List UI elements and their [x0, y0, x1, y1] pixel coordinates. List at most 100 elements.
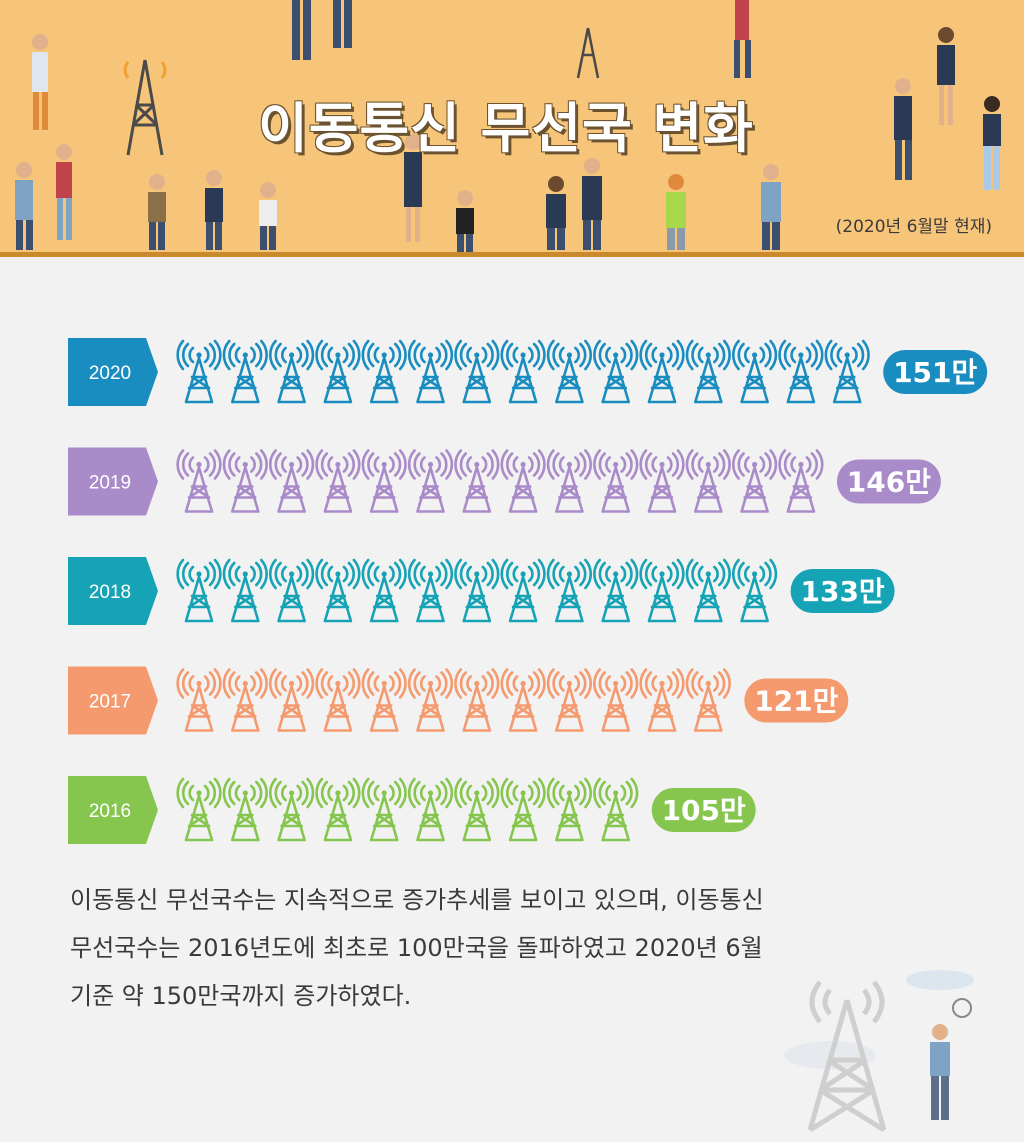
tower-icon	[500, 777, 546, 842]
year-tag	[68, 557, 158, 625]
tower-icon	[454, 668, 500, 732]
year-tag	[68, 447, 158, 516]
tower-icon	[222, 339, 268, 404]
tower-icon	[732, 339, 778, 404]
value-label: 151만	[893, 356, 977, 389]
people-illustration	[15, 0, 1001, 252]
tower-icon	[315, 668, 361, 732]
header-banner: 이동통신 무선국 변화 (2020년 6월말 현재)	[0, 0, 1024, 252]
tower-icon	[123, 59, 167, 156]
tower-icon	[685, 449, 731, 513]
description-line: 기준 약 150만국까지 증가하였다.	[70, 982, 412, 1010]
tower-icon	[222, 449, 268, 513]
chart-row-2016: 2016 105만	[68, 776, 756, 844]
header-divider	[0, 252, 1024, 257]
tower-icon	[315, 777, 361, 842]
value-label: 105만	[662, 794, 746, 827]
tower-icon	[685, 339, 731, 404]
chart-row-2019: 2019 146만	[68, 447, 941, 516]
tower-icon	[407, 339, 454, 404]
tower-icon	[407, 449, 454, 513]
tower-icon	[778, 449, 824, 513]
tower-icon	[176, 558, 222, 623]
tower-icon	[361, 339, 407, 404]
year-tag	[68, 666, 158, 735]
value-label: 146만	[847, 466, 931, 499]
description-line: 이동통신 무선국수는 지속적으로 증가추세를 보이고 있으며, 이동통신	[70, 886, 764, 914]
tower-icon	[593, 339, 639, 404]
tower-icon	[593, 449, 639, 513]
value-label: 133만	[800, 575, 884, 608]
value-pill	[744, 678, 849, 723]
tower-person-illustration	[784, 970, 974, 1133]
tower-icon	[269, 777, 315, 842]
tower-icon	[269, 449, 315, 513]
value-label: 121만	[754, 685, 838, 718]
tower-icon	[593, 668, 639, 732]
year-label: 2016	[89, 801, 131, 822]
tower-icon	[500, 558, 546, 623]
tower-icon	[269, 558, 315, 623]
tower-icon	[807, 980, 887, 1133]
tower-icon	[454, 339, 500, 404]
chart-row-2018: 2018 133만	[68, 557, 895, 625]
description-line: 무선국수는 2016년도에 최초로 100만국을 돌파하였고 2020년 6월	[70, 934, 763, 962]
person-figure	[930, 998, 972, 1120]
tower-icon	[176, 777, 222, 842]
tower-icon	[639, 339, 685, 404]
tower-icon	[639, 449, 685, 513]
date-note: (2020년 6월말 현재)	[835, 217, 992, 237]
year-label: 2020	[89, 363, 131, 384]
year-label: 2017	[89, 692, 131, 713]
value-pill	[651, 788, 756, 832]
description-text: 이동통신 무선국수는 지속적으로 증가추세를 보이고 있으며, 이동통신 무선국…	[70, 876, 970, 1020]
person-figure	[15, 0, 1001, 252]
tower-icon	[546, 668, 592, 732]
tower-icon	[176, 449, 222, 513]
tower-icon	[639, 558, 685, 623]
tower-icon	[269, 668, 315, 732]
tower-icon	[222, 777, 268, 842]
tower-icon	[732, 449, 778, 513]
tower-icon	[778, 339, 824, 404]
chart-row-2017: 2017 121만	[68, 666, 849, 735]
tower-icon	[315, 339, 361, 404]
tower-icon	[546, 777, 592, 842]
tower-icon	[576, 27, 600, 79]
station-pictogram-chart: 2020 151만 2019 146만 2018 133만 2017 121만 2016 105만	[68, 338, 988, 844]
tower-icon	[454, 777, 500, 842]
tower-icon	[685, 558, 731, 623]
tower-icon	[361, 449, 407, 513]
tower-icon	[454, 449, 500, 513]
tower-icon	[685, 668, 731, 732]
tower-icon	[407, 668, 454, 732]
tower-icon	[269, 339, 315, 404]
page-title: 이동통신 무선국 변화	[258, 97, 754, 160]
value-pill	[790, 569, 895, 613]
tower-icon	[500, 668, 546, 732]
tower-icon	[361, 777, 407, 842]
value-pill	[836, 459, 941, 504]
year-tag	[68, 776, 158, 844]
year-label: 2018	[89, 582, 131, 603]
tower-icon	[222, 558, 268, 623]
tower-icon	[454, 558, 500, 623]
tower-icon	[732, 558, 778, 623]
value-pill	[883, 350, 988, 394]
tower-icon	[546, 339, 592, 404]
year-tag	[68, 338, 158, 406]
tower-icon	[546, 449, 592, 513]
tower-icon	[593, 777, 639, 842]
tower-icon	[500, 449, 546, 513]
chart-row-2020: 2020 151만	[68, 338, 988, 406]
tower-icon	[222, 668, 268, 732]
tower-icon	[176, 339, 222, 404]
tower-icon	[315, 449, 361, 513]
year-label: 2019	[89, 473, 131, 494]
tower-icon	[407, 558, 454, 623]
tower-icon	[361, 558, 407, 623]
tower-icon	[315, 558, 361, 623]
tower-icon	[639, 668, 685, 732]
tower-icon	[824, 339, 870, 404]
tower-icon	[546, 558, 592, 623]
